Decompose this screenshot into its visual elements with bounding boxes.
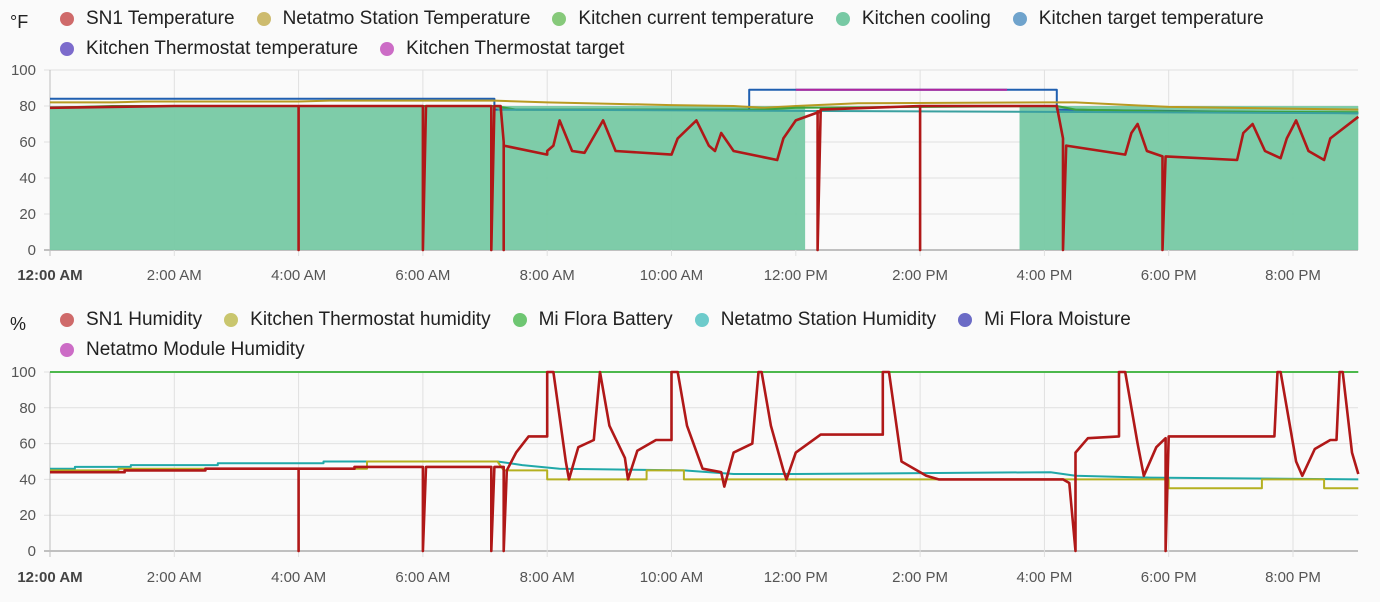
y-tick-label: 80: [19, 98, 36, 115]
y-tick-label: 100: [11, 62, 36, 79]
legend-dot-icon: [958, 313, 973, 327]
series-kitchen-cooling: [50, 106, 1359, 250]
legend-dot-icon: [60, 313, 74, 327]
legend-dot-icon: [380, 42, 395, 56]
y-tick-label: 0: [28, 242, 36, 259]
x-tick-label: 6:00 PM: [1141, 569, 1197, 586]
series-kitchen-thermostat-humidity: [50, 460, 1359, 490]
y-tick-label: 40: [19, 170, 36, 187]
y-tick-label: 20: [19, 206, 36, 223]
legend-dot-icon: [60, 12, 74, 26]
x-tick-label: 4:00 AM: [271, 569, 326, 586]
legend-dot-icon: [835, 12, 850, 26]
y-tick-label: 80: [19, 400, 36, 417]
x-tick-label: 8:00 AM: [520, 569, 575, 586]
legend-dot-icon: [60, 343, 74, 357]
legend-item-kitchen-current-temperature[interactable]: Kitchen current temperature: [552, 5, 814, 33]
x-tick-label: 12:00 PM: [764, 267, 828, 284]
legend-label: Kitchen Thermostat humidity: [250, 309, 491, 330]
humidity-plot[interactable]: 0 20 40 60 80 100 12:00 AM 2:00 AM 4:00 AM 6:00 A…: [0, 300, 1380, 602]
series-kitchen-target-temperature: [50, 88, 1359, 115]
temperature-plot[interactable]: 0 20 40 60 80 100 12:00 AM 2:00 AM 4:00 AM 6:00 A…: [0, 0, 1380, 300]
series-sn1-temperature: [49, 104, 1360, 252]
legend-label: Kitchen target temperature: [1038, 8, 1264, 29]
x-tick-label: 8:00 PM: [1265, 267, 1321, 284]
x-tick-label: 6:00 AM: [395, 267, 450, 284]
x-tick-label: 2:00 AM: [147, 569, 202, 586]
legend-dot-icon: [694, 313, 709, 327]
legend-item-kitchen-cooling[interactable]: Kitchen cooling: [835, 5, 991, 33]
legend-item-netatmo-station-temperature[interactable]: Netatmo Station Temperature: [256, 5, 531, 33]
humidity-chart-card: % SN1 Humidity Kitchen Thermostat humidit…: [0, 300, 1380, 602]
x-tick-label: 2:00 AM: [147, 267, 202, 284]
x-tick-label: 10:00 AM: [640, 267, 703, 284]
legend-label: Mi Flora Battery: [538, 309, 673, 330]
y-tick-label: 60: [19, 436, 36, 453]
y-tick-label: 100: [11, 364, 36, 381]
legend-item-sn1-temperature[interactable]: SN1 Temperature: [60, 5, 235, 33]
legend-item-mi-flora-battery[interactable]: Mi Flora Battery: [512, 306, 673, 334]
y-tick-label: 40: [19, 471, 36, 488]
x-tick-label: 12:00 AM: [17, 267, 82, 284]
legend-item-netatmo-station-humidity[interactable]: Netatmo Station Humidity: [694, 306, 937, 334]
series-kitchen-thermostat-temperature: [497, 108, 1359, 115]
x-tick-label: 8:00 PM: [1265, 569, 1321, 586]
legend-label: Kitchen Thermostat target: [406, 38, 625, 59]
humidity-unit-label: %: [10, 314, 27, 334]
legend-dot-icon: [224, 313, 239, 327]
x-tick-label: 4:00 PM: [1016, 569, 1072, 586]
y-tick-label: 0: [28, 543, 36, 560]
legend-dot-icon: [552, 12, 567, 26]
x-tick-label: 8:00 AM: [520, 267, 575, 284]
series-netatmo-station-temperature: [50, 99, 1359, 111]
legend-label: Netatmo Station Humidity: [720, 309, 937, 330]
legend-dot-icon: [1012, 12, 1027, 26]
legend-item-kitchen-target-temperature[interactable]: Kitchen target temperature: [1012, 5, 1264, 33]
temperature-unit-label: °F: [10, 12, 29, 32]
x-tick-label: 6:00 AM: [395, 569, 450, 586]
legend-dot-icon: [512, 313, 527, 327]
x-tick-label: 4:00 PM: [1016, 267, 1072, 284]
legend-item-kitchen-thermostat-target[interactable]: Kitchen Thermostat target: [380, 35, 624, 63]
series-netatmo-station-humidity: [50, 460, 1359, 481]
legend-dot-icon: [60, 42, 74, 56]
legend-label: SN1 Temperature: [86, 8, 235, 29]
legend-label: Kitchen Thermostat temperature: [86, 38, 359, 59]
grid: 0 20 40 60 80 100 12:00 AM 2:00 AM 4:00 AM 6:00 A…: [11, 364, 1358, 586]
x-tick-label: 10:00 AM: [640, 569, 703, 586]
legend-item-kitchen-thermostat-temperature[interactable]: Kitchen Thermostat temperature: [60, 35, 358, 63]
legend-item-sn1-humidity[interactable]: SN1 Humidity: [60, 306, 202, 334]
legend-label: Mi Flora Moisture: [984, 309, 1131, 330]
x-tick-label: 2:00 PM: [892, 569, 948, 586]
legend-label: Netatmo Station Temperature: [282, 8, 531, 29]
x-tick-label: 12:00 PM: [764, 569, 828, 586]
legend-item-kitchen-thermostat-humidity[interactable]: Kitchen Thermostat humidity: [224, 306, 491, 334]
legend-label: Kitchen current temperature: [578, 8, 814, 29]
legend-item-netatmo-module-humidity[interactable]: Netatmo Module Humidity: [60, 336, 305, 364]
legend-label: Kitchen cooling: [861, 8, 991, 29]
temperature-chart-card: °F SN1 Temperature Netatmo Station Temper…: [0, 0, 1380, 300]
temperature-legend: SN1 Temperature Netatmo Station Temperatu…: [60, 5, 1370, 65]
x-tick-label: 2:00 PM: [892, 267, 948, 284]
y-tick-label: 20: [19, 507, 36, 524]
legend-dot-icon: [256, 12, 271, 26]
legend-label: SN1 Humidity: [86, 309, 203, 330]
x-tick-label: 12:00 AM: [17, 569, 82, 586]
y-tick-label: 60: [19, 134, 36, 151]
series-sn1-humidity: [50, 370, 1360, 553]
humidity-legend: SN1 Humidity Kitchen Thermostat humidity M…: [60, 306, 1370, 366]
x-tick-label: 6:00 PM: [1141, 267, 1197, 284]
legend-label: Netatmo Module Humidity: [86, 339, 305, 360]
x-tick-label: 4:00 AM: [271, 267, 326, 284]
legend-item-mi-flora-moisture[interactable]: Mi Flora Moisture: [958, 306, 1131, 334]
